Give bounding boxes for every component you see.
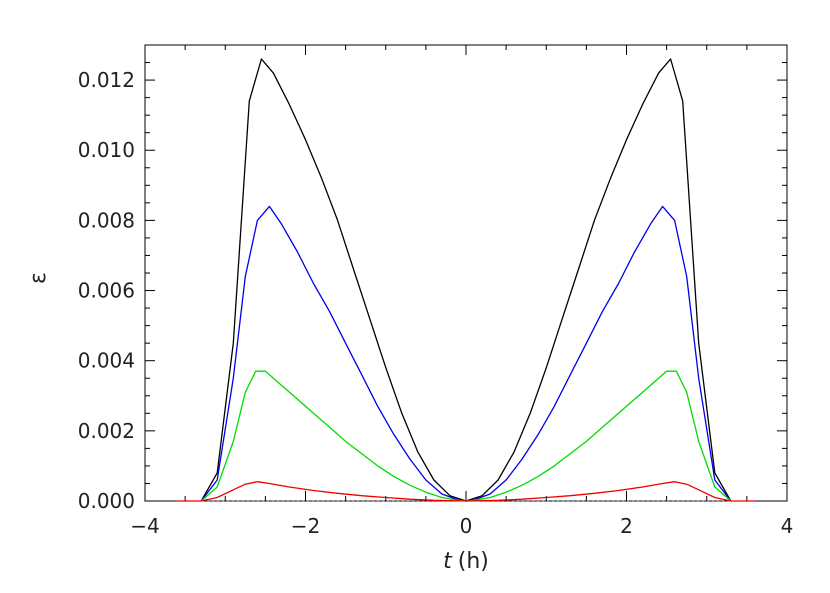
y-axis-label: ε bbox=[26, 272, 51, 284]
x-axis-label-var: t bbox=[443, 549, 453, 574]
y-tick-label: 0.000 bbox=[78, 489, 135, 513]
y-tick-label: 0.008 bbox=[78, 208, 135, 232]
series-line-3 bbox=[177, 481, 755, 502]
plot-frame bbox=[144, 44, 788, 502]
x-tick-label: −4 bbox=[130, 514, 159, 538]
x-tick-label: 2 bbox=[620, 514, 633, 538]
series-group bbox=[177, 58, 755, 502]
y-tick-label: 0.006 bbox=[78, 279, 135, 303]
series-line-1 bbox=[200, 205, 732, 502]
x-tick-label: 4 bbox=[781, 514, 794, 538]
x-axis-label-unit: (h) bbox=[458, 549, 489, 574]
y-tick-label: 0.010 bbox=[78, 138, 135, 162]
x-ticks: −4 −2 0 2 4 bbox=[130, 45, 793, 538]
series-line-0 bbox=[200, 58, 732, 502]
y-tick-label: 0.004 bbox=[78, 349, 135, 373]
series-line-2 bbox=[200, 370, 732, 502]
y-tick-label: 0.002 bbox=[78, 419, 135, 443]
x-tick-label: −2 bbox=[291, 514, 320, 538]
x-axis-label: t (h) bbox=[443, 549, 489, 574]
x-tick-label: 0 bbox=[460, 514, 473, 538]
y-ticks: 0.000 0.002 0.004 0.006 0.008 0.010 0.012 bbox=[78, 62, 787, 513]
y-tick-label: 0.012 bbox=[78, 68, 135, 92]
